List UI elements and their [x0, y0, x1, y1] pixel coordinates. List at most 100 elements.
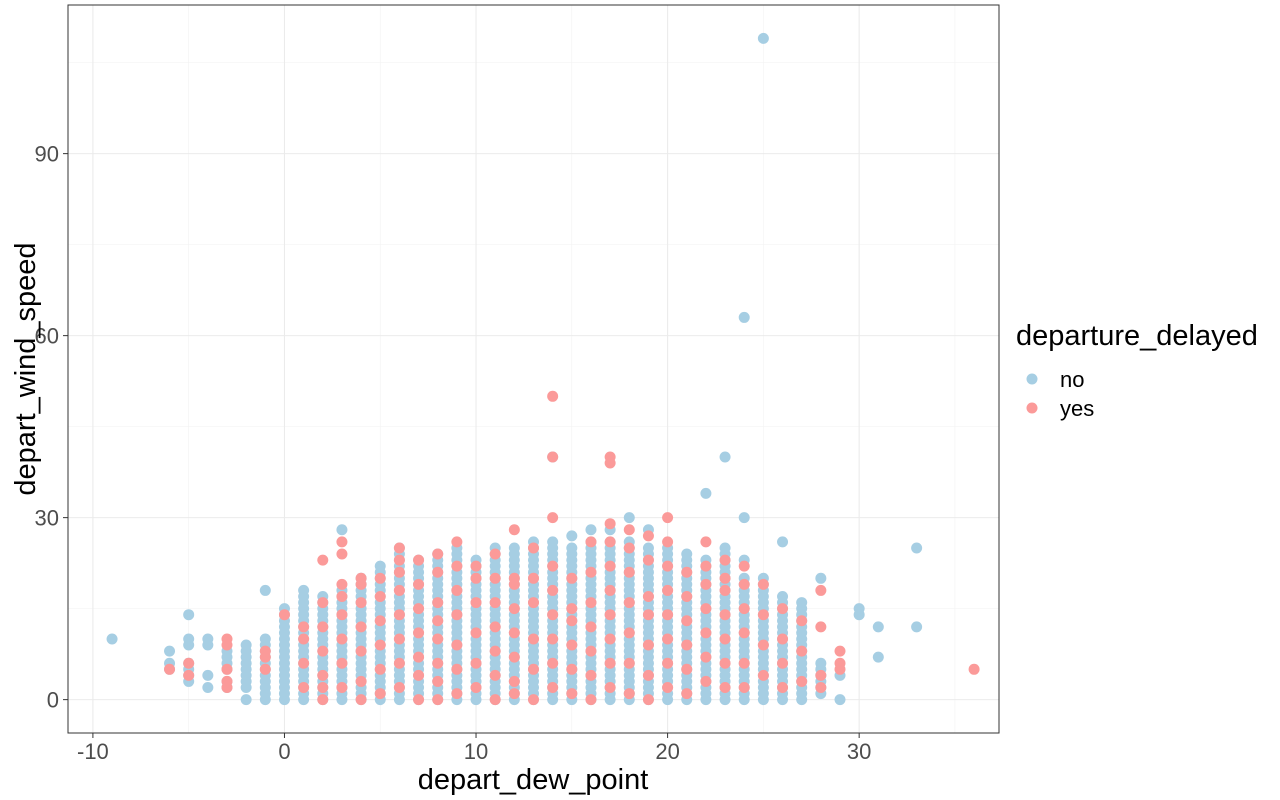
point-yes	[777, 682, 789, 693]
point-yes	[700, 603, 712, 615]
point-yes	[470, 572, 482, 584]
point-yes	[681, 615, 693, 627]
point-yes	[642, 554, 654, 566]
point-yes	[547, 512, 559, 524]
point-yes	[489, 621, 501, 633]
point-no	[336, 524, 348, 536]
point-yes	[355, 694, 367, 706]
y-tick-label: 90	[35, 142, 59, 167]
y-tick-label: 0	[47, 688, 59, 713]
x-axis-title: depart_dew_point	[418, 764, 649, 796]
point-yes	[470, 597, 482, 609]
point-yes	[393, 566, 405, 578]
point-yes	[508, 688, 520, 700]
point-yes	[719, 633, 731, 645]
point-yes	[757, 639, 769, 651]
point-yes	[604, 682, 616, 693]
point-yes	[393, 584, 405, 596]
point-no	[585, 524, 597, 536]
point-yes	[528, 694, 539, 706]
point-yes	[508, 675, 520, 687]
point-no	[834, 694, 846, 706]
point-yes	[681, 688, 693, 700]
point-yes	[757, 578, 769, 590]
x-tick-label: 30	[847, 739, 871, 764]
point-yes	[700, 675, 712, 687]
point-yes	[757, 609, 769, 621]
point-no	[202, 669, 214, 681]
point-yes	[336, 548, 348, 560]
point-yes	[528, 663, 539, 675]
point-yes	[508, 603, 520, 615]
point-no	[259, 633, 271, 645]
point-yes	[432, 657, 444, 669]
point-yes	[604, 451, 616, 463]
point-yes	[451, 609, 463, 621]
point-yes	[642, 639, 654, 651]
point-no	[298, 584, 310, 596]
point-no	[738, 512, 750, 524]
point-yes	[604, 609, 616, 621]
point-yes	[259, 645, 271, 657]
point-yes	[700, 578, 712, 590]
point-yes	[738, 578, 750, 590]
point-yes	[777, 657, 789, 669]
point-yes	[451, 663, 463, 675]
point-yes	[585, 694, 597, 706]
point-yes	[796, 645, 808, 657]
point-yes	[393, 682, 405, 693]
point-yes	[298, 682, 310, 693]
point-yes	[623, 542, 635, 554]
point-yes	[298, 633, 310, 645]
point-yes	[336, 657, 348, 669]
point-yes	[815, 621, 827, 633]
point-yes	[738, 682, 750, 693]
point-yes	[623, 657, 635, 669]
point-yes	[623, 688, 635, 700]
point-no	[911, 542, 923, 554]
point-no	[872, 621, 884, 633]
point-yes	[432, 597, 444, 609]
point-yes	[374, 688, 386, 700]
point-no	[374, 560, 386, 572]
point-yes	[623, 566, 635, 578]
point-yes	[317, 597, 329, 609]
point-yes	[183, 669, 195, 681]
point-no	[623, 512, 635, 524]
point-yes	[566, 639, 578, 651]
point-yes	[259, 663, 271, 675]
point-yes	[719, 554, 731, 566]
point-yes	[547, 451, 559, 463]
x-tick-label: -10	[77, 739, 109, 764]
point-yes	[451, 639, 463, 651]
point-no	[719, 542, 731, 554]
point-no	[240, 639, 252, 651]
point-yes	[432, 675, 444, 687]
point-yes	[317, 645, 329, 657]
point-yes	[317, 621, 329, 633]
point-no	[566, 542, 578, 554]
point-no	[202, 633, 214, 645]
point-no	[183, 633, 195, 645]
point-yes	[566, 663, 578, 675]
point-yes	[508, 627, 520, 639]
point-yes	[528, 542, 539, 554]
point-yes	[489, 597, 501, 609]
point-yes	[815, 669, 827, 681]
point-yes	[566, 603, 578, 615]
legend-key-yes	[1026, 402, 1038, 414]
point-yes	[221, 633, 233, 645]
point-yes	[470, 657, 482, 669]
point-yes	[355, 675, 367, 687]
point-yes	[604, 584, 616, 596]
point-yes	[968, 663, 980, 675]
legend: departure_delayed no yes	[1016, 320, 1258, 421]
point-yes	[317, 682, 329, 693]
point-yes	[604, 536, 616, 548]
point-yes	[374, 663, 386, 675]
point-yes	[585, 566, 597, 578]
point-yes	[642, 669, 654, 681]
point-no	[777, 536, 789, 548]
point-yes	[642, 591, 654, 602]
